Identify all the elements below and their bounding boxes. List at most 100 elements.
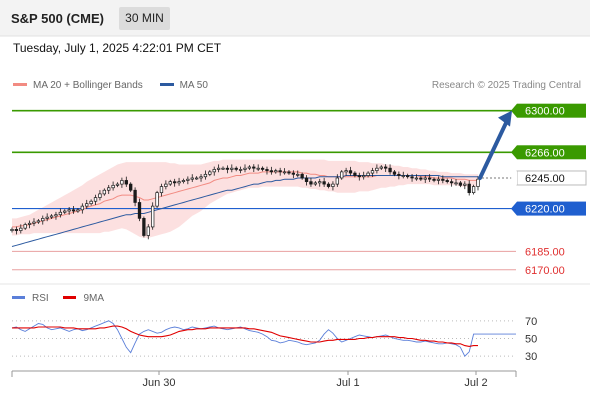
candle-body <box>304 177 309 183</box>
x-tick-label-1: Jul 1 <box>336 377 359 389</box>
candle-body <box>98 193 102 198</box>
candle-body <box>212 169 216 173</box>
candle-body <box>23 224 27 229</box>
candle-body <box>54 214 58 217</box>
candle-body <box>427 177 432 180</box>
candle-body <box>230 167 234 170</box>
candle-body <box>436 178 441 181</box>
candle-body <box>388 167 392 173</box>
candle-body <box>278 170 282 173</box>
candle-body <box>269 170 274 173</box>
candle-body <box>71 209 76 212</box>
candle-body <box>344 170 348 173</box>
candle-body <box>397 173 401 176</box>
rsi-tick-label-30: 30 <box>525 351 537 363</box>
candle-body <box>353 172 357 176</box>
candle-body <box>449 181 454 184</box>
candle-body <box>458 182 463 186</box>
level-label-2: 6245.00 <box>525 173 565 185</box>
candle-body <box>370 170 375 174</box>
candle-body <box>309 181 313 185</box>
legend-swatch-9ma <box>63 295 77 299</box>
candle-body <box>463 183 467 186</box>
candle-body <box>467 183 471 194</box>
candle-body <box>401 175 405 177</box>
candle-body <box>58 211 63 216</box>
candle-body <box>115 183 120 186</box>
timeframe-badge[interactable]: 30 MIN <box>119 7 170 30</box>
candle-body <box>243 167 247 170</box>
legend-item-ma20: MA 20 + Bollinger Bands <box>13 80 143 92</box>
candle-body <box>318 181 322 184</box>
rsi-legend: RSI 9MA <box>12 293 116 304</box>
candle-body <box>419 177 423 180</box>
candle-body <box>80 205 84 211</box>
candle-body <box>221 167 225 170</box>
candle-body <box>445 180 449 183</box>
candle-body <box>137 202 142 219</box>
candle-body <box>331 183 335 187</box>
legend-swatch-ma20 <box>13 82 27 86</box>
candle-body <box>173 181 177 184</box>
header-bar: S&P 500 (CME) 30 MIN <box>0 0 590 36</box>
candle-body <box>208 171 212 175</box>
candle-body <box>102 189 106 195</box>
candle-body <box>93 197 98 202</box>
candle-body <box>120 180 124 185</box>
candle-body <box>238 169 243 171</box>
legend-label-ma50: MA 50 <box>179 80 208 91</box>
candle-body <box>441 178 445 181</box>
candle-body <box>366 172 370 176</box>
candle-body <box>340 171 344 179</box>
level-label-bg-1 <box>517 145 586 160</box>
candle-body <box>379 166 383 169</box>
candle-body <box>406 175 410 178</box>
rsi-9ma-line <box>12 325 478 347</box>
level-label-3: 6220.00 <box>525 204 565 216</box>
level-label-1: 6266.00 <box>525 147 565 159</box>
legend-item-ma50: MA 50 <box>159 80 208 92</box>
candle-body <box>423 177 427 180</box>
candle-body <box>129 183 133 191</box>
candle-body <box>194 177 199 180</box>
candle-body <box>392 171 397 175</box>
candle-body <box>410 176 414 179</box>
candle-body <box>247 166 252 169</box>
candle-body <box>151 205 155 228</box>
level-label-5: 6170.00 <box>525 265 565 277</box>
candle-body <box>265 169 269 171</box>
candle-body <box>471 186 476 194</box>
candle-body <box>177 181 181 184</box>
candle-body <box>274 170 278 173</box>
legend-label-ma20: MA 20 + Bollinger Bands <box>33 80 143 91</box>
rsi-tick-label-70: 70 <box>525 316 537 328</box>
candle-body <box>14 229 19 231</box>
candle-body <box>260 167 265 170</box>
candle-body <box>282 171 287 174</box>
candle-body <box>256 167 260 170</box>
candle-body <box>76 209 80 212</box>
candle-body <box>124 180 128 185</box>
candle-body <box>234 167 238 170</box>
legend-label-rsi: RSI <box>32 293 49 304</box>
level-label-pointer-1 <box>511 145 517 160</box>
candle-body <box>190 177 194 180</box>
candle-body <box>313 182 317 185</box>
level-label-pointer-2 <box>511 170 517 185</box>
candle-body <box>225 167 230 170</box>
level-label-4: 6185.00 <box>525 246 565 258</box>
instrument-title: S&P 500 (CME) <box>11 11 104 26</box>
candle-body <box>36 220 41 223</box>
candle-body <box>203 173 208 178</box>
candle-body <box>414 177 419 180</box>
research-credit: Research © 2025 Trading Central <box>431 80 581 91</box>
legend-item-9ma: 9MA <box>63 293 104 304</box>
candle-body <box>168 181 172 185</box>
candle-body <box>41 218 45 222</box>
candle-body <box>63 210 67 213</box>
candle-body <box>216 167 221 170</box>
candle-body <box>476 178 480 187</box>
level-label-pointer-3 <box>511 201 517 216</box>
candle-body <box>159 186 164 194</box>
